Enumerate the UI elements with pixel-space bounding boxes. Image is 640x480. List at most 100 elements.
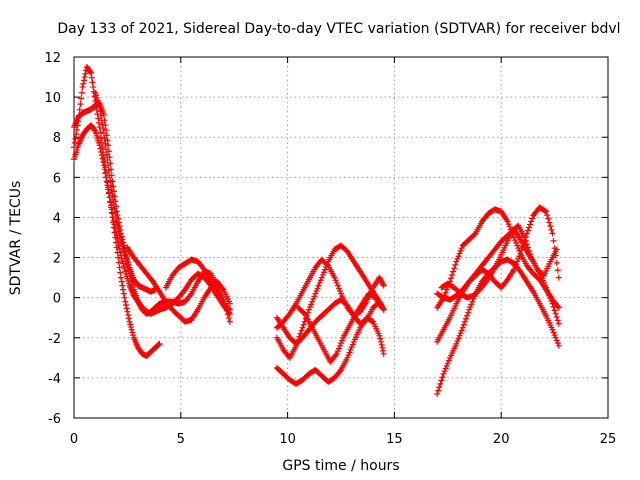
data-point — [442, 289, 449, 296]
data-point — [297, 330, 304, 337]
data-point — [113, 218, 120, 225]
data-point — [109, 210, 116, 217]
x-tick-label: 0 — [70, 432, 78, 447]
data-point — [555, 274, 562, 281]
data-point — [98, 117, 105, 124]
data-point — [468, 301, 475, 308]
data-point — [87, 69, 94, 76]
data-point — [513, 239, 520, 246]
data-point — [453, 258, 460, 265]
y-tick-label: 8 — [53, 131, 61, 146]
data-point — [466, 306, 473, 313]
data-point — [458, 245, 465, 252]
data-point — [71, 139, 78, 146]
data-point — [226, 318, 233, 325]
data-point — [97, 145, 104, 152]
data-point — [516, 267, 523, 274]
data-point — [100, 112, 107, 119]
data-point — [471, 231, 478, 238]
data-point — [336, 287, 343, 294]
data-point — [338, 340, 344, 347]
data-point — [106, 172, 113, 179]
data-point — [95, 115, 102, 122]
data-point — [555, 320, 562, 327]
data-point — [512, 237, 519, 244]
data-point — [93, 106, 100, 113]
data-point — [519, 243, 526, 250]
data-point — [225, 305, 232, 312]
data-point — [88, 70, 95, 77]
data-point — [156, 340, 163, 347]
data-point — [99, 121, 106, 128]
data-point — [441, 368, 448, 375]
data-point — [300, 309, 307, 316]
data-point — [78, 95, 85, 102]
data-point — [72, 135, 79, 142]
x-axis-label: GPS time / hours — [282, 458, 399, 474]
data-point — [541, 207, 548, 214]
data-point — [117, 249, 124, 256]
data-point — [317, 277, 324, 284]
data-point — [443, 362, 450, 369]
data-point — [120, 263, 127, 270]
data-point — [308, 301, 315, 308]
data-point — [100, 130, 107, 137]
data-point — [377, 338, 384, 345]
data-point — [318, 274, 325, 281]
data-point — [78, 89, 85, 96]
data-point — [524, 227, 531, 234]
data-point — [128, 326, 135, 333]
data-point — [377, 335, 384, 342]
data-point — [334, 282, 341, 289]
data-point — [101, 135, 108, 142]
data-point — [549, 230, 556, 237]
data-point — [529, 215, 536, 222]
data-point — [115, 228, 122, 235]
data-point — [121, 265, 128, 272]
data-point — [380, 282, 387, 289]
data-point — [96, 142, 103, 149]
data-point — [97, 129, 104, 136]
data-point — [439, 374, 446, 381]
data-point — [104, 156, 111, 163]
data-point — [109, 192, 116, 199]
axis-ticks: 0 5 10 15 20 25 -6 -4 -2 0 2 4 6 8 10 12 — [44, 51, 616, 447]
data-point — [76, 106, 83, 113]
data-point — [462, 315, 469, 322]
data-point — [80, 77, 87, 84]
data-point — [380, 350, 387, 357]
data-point — [113, 214, 120, 221]
data-point — [120, 290, 127, 297]
series-arc-p — [438, 222, 560, 301]
data-point — [285, 312, 292, 319]
data-point — [441, 291, 448, 298]
data-point — [368, 318, 375, 325]
data-point — [378, 341, 385, 348]
data-point — [554, 267, 561, 274]
data-point — [454, 338, 461, 345]
data-point — [305, 306, 312, 313]
data-point — [108, 182, 115, 189]
data-point — [125, 315, 132, 322]
data-point — [110, 196, 117, 203]
data-point — [454, 255, 461, 262]
data-point — [445, 357, 452, 364]
data-point — [555, 342, 562, 349]
data-point — [521, 234, 528, 241]
data-point — [295, 336, 302, 343]
series-arc-o — [434, 206, 562, 311]
grid-lines — [74, 57, 608, 418]
data-point — [73, 126, 80, 133]
data-point — [438, 377, 445, 384]
data-point — [120, 286, 127, 293]
data-point — [336, 342, 343, 349]
data-point — [98, 112, 105, 119]
data-point — [117, 269, 124, 276]
data-point — [129, 329, 136, 336]
data-point — [514, 242, 521, 249]
data-point — [324, 261, 331, 268]
data-point — [294, 339, 301, 346]
y-axis-label: SDTVAR / TECUs — [8, 181, 24, 296]
data-point — [114, 235, 121, 242]
